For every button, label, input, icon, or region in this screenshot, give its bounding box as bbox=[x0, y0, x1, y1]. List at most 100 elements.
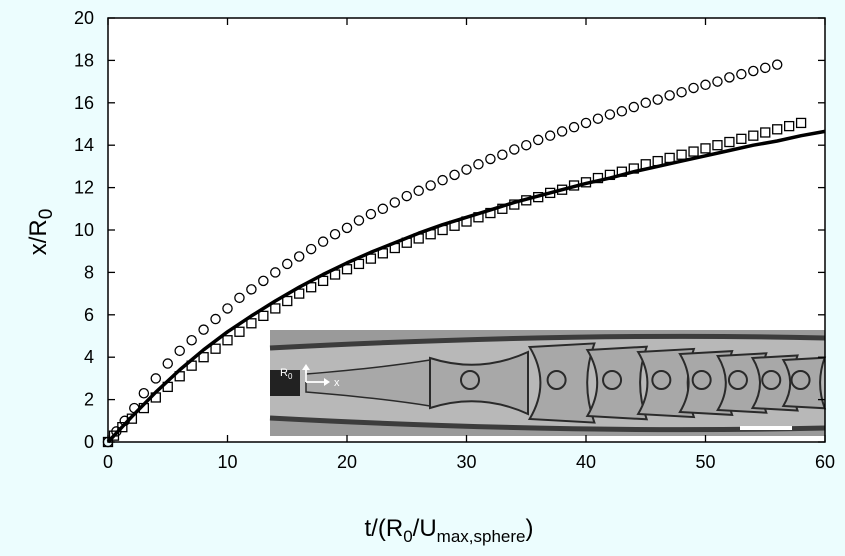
x-axis-title-main: t/(R bbox=[365, 515, 404, 542]
y-axis-title-main: x/R bbox=[25, 219, 52, 255]
series-0-point-17 bbox=[293, 251, 305, 262]
x-axis-title-sub1: 0 bbox=[403, 527, 412, 546]
inset-sphere bbox=[460, 370, 480, 390]
y-tick-label-10: 20 bbox=[74, 8, 94, 28]
series-1-point-52 bbox=[712, 140, 723, 151]
x-tick-label-3: 30 bbox=[456, 452, 476, 472]
inset-r0-label: R0 bbox=[280, 367, 293, 381]
inset-droplet-sphere-2 bbox=[651, 370, 672, 390]
series-1-point-53 bbox=[724, 136, 735, 148]
x-axis-title: t/(R0/Umax,sphere) bbox=[365, 515, 534, 546]
series-1-point-11 bbox=[222, 335, 233, 346]
series-0-point-42 bbox=[592, 113, 604, 124]
inset-scale-bar bbox=[740, 426, 792, 430]
series-0-point-35 bbox=[509, 144, 520, 155]
series-0-point-29 bbox=[437, 174, 448, 186]
series-0-point-5 bbox=[150, 373, 162, 384]
y-tick-label-6: 12 bbox=[74, 178, 94, 198]
series-0-point-46 bbox=[640, 97, 652, 109]
series-1-point-58 bbox=[784, 120, 795, 132]
series-0-point-33 bbox=[485, 153, 496, 165]
series-1-point-57 bbox=[772, 124, 783, 135]
series-0-point-18 bbox=[305, 243, 317, 255]
x-tick-label-2: 20 bbox=[337, 452, 357, 472]
series-0-point-21 bbox=[341, 222, 353, 234]
inset-image: R0 x bbox=[269, 330, 827, 436]
series-0-point-56 bbox=[760, 62, 771, 74]
series-0-point-24 bbox=[377, 203, 389, 215]
series-0-point-8 bbox=[186, 334, 197, 346]
y-axis-title-sub: 0 bbox=[36, 209, 57, 220]
series-1-point-9 bbox=[198, 352, 209, 363]
series-0-point-48 bbox=[664, 90, 675, 101]
x-tick-label-4: 40 bbox=[576, 452, 596, 472]
series-0-point-28 bbox=[425, 180, 436, 191]
series-1-point-10 bbox=[210, 343, 221, 354]
inset-r0-label-sub: 0 bbox=[288, 372, 293, 381]
series-1-point-14 bbox=[258, 310, 269, 322]
y-tick-label-8: 16 bbox=[74, 93, 94, 113]
series-0-point-47 bbox=[652, 94, 663, 105]
x-tick-label-5: 50 bbox=[695, 452, 715, 472]
x-axis-title-mid: /U bbox=[413, 515, 437, 542]
y-tick-label-5: 10 bbox=[74, 220, 94, 240]
series-0-point-37 bbox=[532, 134, 544, 146]
series-0-point-43 bbox=[604, 109, 616, 120]
series-0-point-9 bbox=[198, 324, 209, 335]
series-0-point-32 bbox=[473, 159, 484, 170]
series-0-point-10 bbox=[210, 313, 221, 325]
y-tick-label-9: 18 bbox=[74, 50, 94, 70]
series-1-point-1 bbox=[108, 430, 120, 441]
y-tick-label-1: 2 bbox=[84, 390, 94, 410]
inset-droplet-sphere-5 bbox=[761, 370, 782, 390]
series-0-point-55 bbox=[748, 65, 759, 77]
data-marks bbox=[102, 59, 826, 448]
y-tick-label-4: 8 bbox=[84, 262, 94, 282]
series-0-point-54 bbox=[736, 68, 747, 80]
series-1-point-2 bbox=[117, 422, 128, 433]
series-0-point-6 bbox=[162, 358, 173, 369]
inset-r0-arrowhead-icon bbox=[302, 364, 310, 370]
series-0-point-20 bbox=[329, 228, 341, 240]
series-0-point-11 bbox=[222, 303, 233, 314]
y-tick-label-7: 14 bbox=[74, 135, 94, 155]
series-0-point-53 bbox=[724, 72, 735, 83]
series-1-point-59 bbox=[795, 117, 807, 129]
series-0-point-45 bbox=[628, 101, 640, 113]
series-0-point-22 bbox=[353, 215, 365, 226]
inset-droplet-1 bbox=[585, 345, 649, 421]
series-1-point-54 bbox=[736, 133, 747, 144]
series-0-point-4 bbox=[138, 387, 150, 399]
inset-channel-wall-top bbox=[269, 333, 826, 351]
series-0-point-14 bbox=[258, 275, 269, 287]
series-1-point-12 bbox=[234, 326, 245, 337]
y-tick-label-2: 4 bbox=[84, 347, 94, 367]
series-0-point-26 bbox=[401, 190, 412, 202]
x-axis-title-sub2: max,sphere bbox=[437, 527, 526, 546]
series-1-point-49 bbox=[676, 149, 687, 160]
series-1-point-50 bbox=[688, 146, 699, 157]
inset-droplet-sphere-0 bbox=[546, 370, 567, 390]
series-0-point-19 bbox=[317, 236, 329, 247]
series-0-point-57 bbox=[771, 59, 783, 70]
x-tick-label-1: 10 bbox=[217, 452, 237, 472]
series-0-point-31 bbox=[461, 164, 472, 175]
series-0-point-44 bbox=[616, 106, 628, 117]
x-axis-title-end: ) bbox=[525, 515, 533, 542]
series-0-point-36 bbox=[521, 139, 532, 151]
series-0-point-13 bbox=[246, 284, 257, 295]
x-tick-label-0: 0 bbox=[103, 452, 113, 472]
series-2-line bbox=[106, 129, 826, 444]
y-axis-title: x/R0 bbox=[25, 209, 57, 256]
series-1-point-51 bbox=[700, 143, 711, 154]
inset-droplet-sphere-6 bbox=[790, 370, 811, 390]
inset-x-label: x bbox=[334, 377, 340, 389]
inset-droplet-sphere-1 bbox=[602, 370, 623, 390]
series-0-point-7 bbox=[174, 345, 185, 357]
series-0-point-23 bbox=[365, 208, 377, 220]
series-0-point-41 bbox=[580, 117, 592, 129]
series-0-point-25 bbox=[389, 197, 401, 208]
series-0-point-52 bbox=[712, 76, 723, 87]
series-1-point-15 bbox=[270, 303, 281, 314]
